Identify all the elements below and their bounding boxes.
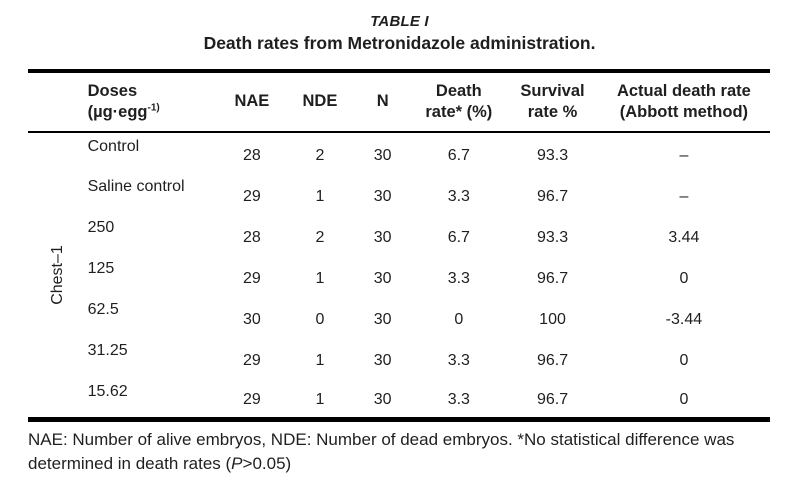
cell-nae: 28 (242, 147, 261, 165)
cell-nae: 30 (242, 311, 261, 329)
header-death-rate: Death rate* (%) (410, 71, 507, 132)
cell-nae: 29 (242, 390, 261, 408)
table-row: Chest–1 Control 28 2 30 6.7 93.3 – (28, 132, 770, 305)
cell-nde: 1 (315, 270, 325, 288)
cell-nde: 1 (315, 390, 325, 408)
cell-death-rate: 3.3 (447, 188, 470, 206)
header-actual-death-rate: Actual death rate (Abbott method) (598, 71, 770, 132)
cell-n: 30 (373, 352, 392, 370)
cell-actual-death-rate: – (679, 147, 689, 165)
table-row: 250 28 2 30 6.7 93.3 3.44 (28, 214, 770, 255)
data-table: Doses (µg·egg-1) NAE NDE N Death rate* (… (28, 69, 770, 422)
cell-dose: 125 (87, 260, 115, 278)
cell-dose: 31.25 (87, 342, 128, 360)
group-label-chest-1: Chest–1 (48, 245, 66, 305)
cell-nae: 29 (242, 188, 261, 206)
group-label-cell: Chest–1 (28, 132, 88, 419)
cell-actual-death-rate: 0 (679, 390, 689, 408)
table-caption: TABLE I Death rates from Metronidazole a… (0, 0, 799, 54)
cell-survival-rate: 96.7 (536, 390, 569, 408)
table-row: 31.25 29 1 30 3.3 96.7 0 (28, 337, 770, 378)
cell-nae: 28 (242, 229, 261, 247)
footnote-p-symbol: P (231, 454, 243, 474)
cell-survival-rate: 96.7 (536, 188, 569, 206)
cell-death-rate: 3.3 (447, 390, 470, 408)
header-nae: NAE (234, 92, 270, 111)
header-doses-unit: (µg·egg (87, 102, 148, 121)
cell-survival-rate: 93.3 (536, 229, 569, 247)
header-doses-superscript: -1) (147, 102, 160, 114)
header-survival-rate: Survival rate % (507, 71, 598, 132)
cell-n: 30 (373, 390, 392, 408)
cell-nde: 2 (315, 147, 325, 165)
cell-nde: 0 (315, 311, 325, 329)
cell-actual-death-rate: 0 (679, 270, 689, 288)
cell-nde: 1 (315, 188, 325, 206)
header-death-line2: rate* (%) (425, 102, 493, 121)
table-row: 62.5 30 0 30 0 100 -3.44 (28, 296, 770, 337)
header-actual-line2: (Abbott method) (619, 102, 749, 121)
cell-actual-death-rate: -3.44 (665, 311, 703, 329)
cell-n: 30 (373, 270, 392, 288)
header-doses: Doses (µg·egg-1) (88, 71, 219, 132)
cell-death-rate: 3.3 (447, 270, 470, 288)
header-group-spacer (28, 71, 88, 132)
header-row: Doses (µg·egg-1) NAE NDE N Death rate* (… (28, 71, 770, 133)
cell-survival-rate: 93.3 (536, 147, 569, 165)
header-nde: NDE (302, 92, 338, 111)
table-row: 15.62 29 1 30 3.3 96.7 0 (28, 378, 770, 419)
cell-survival-rate: 96.7 (536, 352, 569, 370)
cell-actual-death-rate: 0 (679, 352, 689, 370)
cell-n: 30 (373, 229, 392, 247)
cell-nde: 2 (315, 229, 325, 247)
header-survival-line2: rate % (527, 102, 578, 121)
header-survival-line1: Survival (520, 82, 585, 100)
cell-actual-death-rate: – (679, 188, 689, 206)
cell-n: 30 (373, 188, 392, 206)
table-footnote: NAE: Number of alive embryos, NDE: Numbe… (28, 428, 776, 476)
table-number: TABLE I (370, 13, 429, 30)
cell-n: 30 (373, 311, 392, 329)
cell-dose: Control (87, 138, 140, 156)
cell-dose: 15.62 (87, 383, 128, 401)
cell-actual-death-rate: 3.44 (668, 229, 700, 247)
cell-nae: 29 (242, 270, 261, 288)
cell-death-rate: 6.7 (447, 147, 470, 165)
cell-dose: Saline control (87, 178, 185, 196)
cell-nde: 1 (315, 352, 325, 370)
table-title: Death rates from Metronidazole administr… (203, 33, 596, 53)
header-death-line1: Death (435, 82, 482, 100)
cell-dose: 62.5 (87, 301, 119, 319)
cell-death-rate: 0 (454, 311, 464, 329)
cell-survival-rate: 100 (539, 311, 566, 329)
cell-nae: 29 (242, 352, 261, 370)
footnote-text-part2: >0.05) (242, 454, 292, 474)
header-actual-line1: Actual death rate (616, 82, 751, 100)
table-row: 125 29 1 30 3.3 96.7 0 (28, 255, 770, 296)
cell-death-rate: 3.3 (447, 352, 470, 370)
header-n: N (376, 92, 389, 111)
header-doses-line1: Doses (87, 82, 138, 100)
table-row: Saline control 29 1 30 3.3 96.7 – (28, 173, 770, 214)
footnote-text-part1: NAE: Number of alive embryos, NDE: Numbe… (28, 430, 735, 474)
cell-n: 30 (373, 147, 392, 165)
cell-dose: 250 (87, 219, 115, 237)
cell-survival-rate: 96.7 (536, 270, 569, 288)
cell-death-rate: 6.7 (447, 229, 470, 247)
